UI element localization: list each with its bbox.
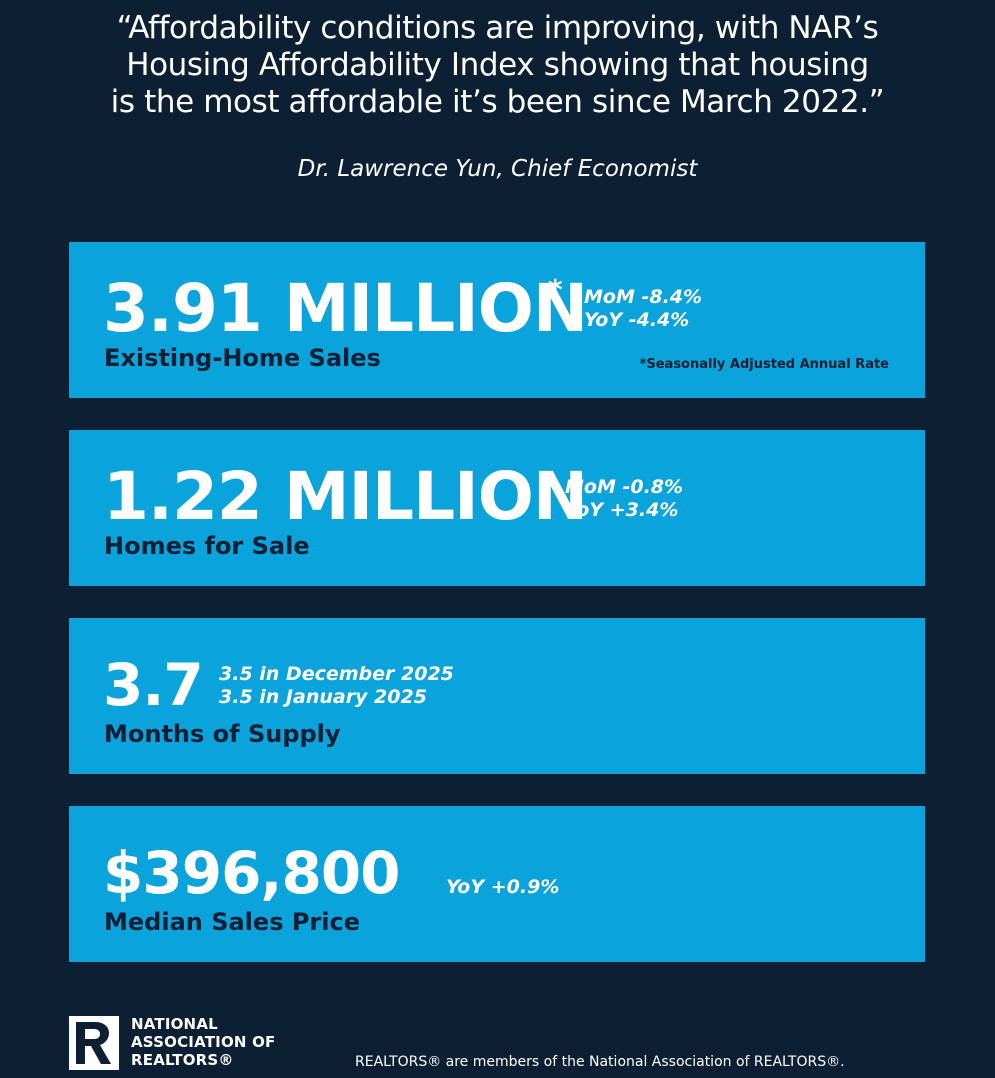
nar-logo-line-1: NATIONAL	[131, 1015, 218, 1033]
quote: “Affordability conditions are improving,…	[40, 10, 955, 121]
median-sales-price-card: $396,800 YoY +0.9% Median Sales Price	[69, 806, 925, 962]
existing-home-sales-label: Existing-Home Sales	[104, 344, 381, 372]
median-sales-price-yoy: YoY +0.9%	[446, 876, 560, 898]
months-of-supply-comparisons: 3.5 in December 2025 3.5 in January 2025	[219, 663, 454, 709]
nar-logo-line-3: REALTORS®	[131, 1051, 234, 1069]
homes-for-sale-value: 1.22 MILLION	[103, 458, 588, 535]
homes-for-sale-yoy: YoY +3.4%	[565, 499, 679, 521]
existing-home-sales-asterisk: *	[548, 273, 563, 306]
median-sales-price-label: Median Sales Price	[104, 908, 360, 936]
median-sales-price-changes: YoY +0.9%	[446, 876, 559, 899]
nar-logo-line-2: ASSOCIATION OF	[131, 1033, 276, 1051]
homes-for-sale-label: Homes for Sale	[104, 532, 310, 560]
quote-line-2: Housing Affordability Index showing that…	[126, 47, 869, 83]
realtors-disclaimer: REALTORS® are members of the National As…	[355, 1054, 845, 1070]
existing-home-sales-value: 3.91 MILLION	[103, 270, 588, 347]
months-of-supply-card: 3.7 3.5 in December 2025 3.5 in January …	[69, 618, 925, 774]
existing-home-sales-card: 3.91 MILLION * MoM -8.4% YoY -4.4% Exist…	[69, 242, 925, 398]
homes-for-sale-mom: MoM -0.8%	[565, 476, 684, 498]
existing-home-sales-changes: MoM -8.4% YoY -4.4%	[584, 286, 702, 332]
months-of-supply-label: Months of Supply	[104, 720, 341, 748]
realtor-r-logo-icon	[69, 1016, 119, 1070]
existing-home-sales-yoy: YoY -4.4%	[584, 309, 690, 331]
homes-for-sale-changes: MoM -0.8% YoY +3.4%	[565, 476, 683, 522]
months-of-supply-prev-year: 3.5 in January 2025	[219, 686, 427, 708]
quote-line-1: “Affordability conditions are improving,…	[116, 10, 879, 46]
months-of-supply-prev-month: 3.5 in December 2025	[219, 663, 454, 685]
quote-line-3: is the most affordable it’s been since M…	[110, 84, 885, 120]
nar-logo-text: NATIONAL ASSOCIATION OF REALTORS®	[131, 1015, 275, 1069]
seasonally-adjusted-footnote: *Seasonally Adjusted Annual Rate	[639, 357, 889, 372]
homes-for-sale-card: 1.22 MILLION MoM -0.8% YoY +3.4% Homes f…	[69, 430, 925, 586]
months-of-supply-value: 3.7	[103, 651, 204, 719]
quote-attribution: Dr. Lawrence Yun, Chief Economist	[297, 156, 698, 182]
median-sales-price-value: $396,800	[103, 839, 401, 907]
existing-home-sales-mom: MoM -8.4%	[584, 286, 703, 308]
